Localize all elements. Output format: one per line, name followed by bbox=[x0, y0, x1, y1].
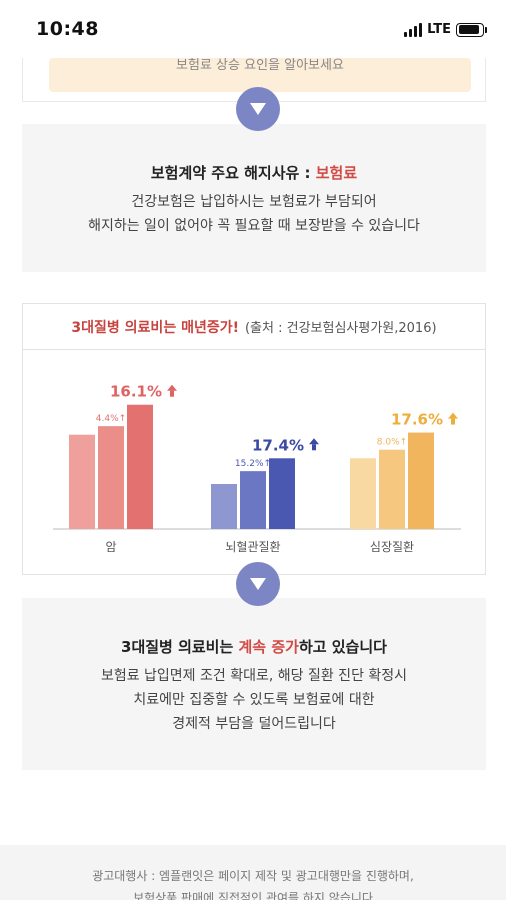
medical-cost-chart-card: 3대질병 의료비는 매년증가! (출처 : 건강보험심사평가원,2016) 4.… bbox=[22, 303, 486, 575]
network-label: LTE bbox=[427, 22, 451, 37]
chart-title: 3대질병 의료비는 매년증가! bbox=[71, 317, 239, 337]
up-arrow-icon bbox=[170, 391, 174, 397]
bar-chart: 4.4%↑ 16.1% 암 15.2%↑ 17.4% 뇌혈관질환 8.0%↑ 17.6% 심장질… bbox=[23, 350, 485, 574]
signal-icon bbox=[404, 23, 422, 37]
big-data-label: 17.6% bbox=[391, 411, 443, 429]
chart-bar bbox=[408, 433, 434, 529]
body-line: 건강보험은 납입하시는 보험료가 부담되어 bbox=[22, 190, 486, 214]
chart-bar bbox=[98, 426, 124, 529]
premium-waiver-body: 보험료 납입면제 조건 확대로, 해당 질환 진단 확정시 치료에만 집중할 수… bbox=[22, 664, 486, 736]
up-arrow-icon bbox=[448, 413, 458, 419]
title-prefix: 3대질병 의료비는 bbox=[121, 638, 238, 656]
body-line: 경제적 부담을 덜어드립니다 bbox=[22, 712, 486, 736]
body-line: 치료에만 집중할 수 있도록 보험료에 대한 bbox=[22, 688, 486, 712]
chart-bar bbox=[211, 484, 237, 529]
status-bar: 10:48 LTE bbox=[0, 0, 506, 58]
chart-bar bbox=[240, 471, 266, 529]
footer-line: 보험상품 판매에 직접적인 관여를 하지 않습니다 bbox=[0, 887, 506, 900]
title-highlight: 계속 증가 bbox=[239, 638, 299, 656]
chart-bar bbox=[127, 405, 153, 529]
small-data-label: 8.0%↑ bbox=[377, 438, 407, 448]
chart-bar bbox=[379, 450, 405, 529]
body-line: 보험료 납입면제 조건 확대로, 해당 질환 진단 확정시 bbox=[22, 664, 486, 688]
title-highlight: 보험료 bbox=[316, 164, 357, 182]
big-data-label: 17.4% bbox=[252, 436, 304, 454]
chart-bar bbox=[350, 458, 376, 529]
premium-waiver-title: 3대질병 의료비는 계속 증가하고 있습니다 bbox=[22, 636, 486, 657]
premium-waiver-section: 3대질병 의료비는 계속 증가하고 있습니다 보험료 납입면제 조건 확대로, … bbox=[22, 598, 486, 770]
footer: 광고대행사 : 엠플랜잇은 페이지 제작 및 광고대행만을 진행하며, 보험상품… bbox=[0, 845, 506, 900]
footer-line: 광고대행사 : 엠플랜잇은 페이지 제작 및 광고대행만을 진행하며, bbox=[0, 865, 506, 887]
top-banner-text: 보험료 상승 요인을 알아보세요 bbox=[49, 58, 471, 73]
down-arrow-icon bbox=[236, 87, 280, 131]
down-arrow-icon bbox=[236, 562, 280, 606]
up-arrow-icon bbox=[451, 419, 455, 425]
up-arrow-icon bbox=[309, 438, 319, 444]
up-arrow-icon bbox=[167, 385, 177, 391]
category-label: 뇌혈관질환 bbox=[225, 540, 280, 554]
chart-source: (출처 : 건강보험심사평가원,2016) bbox=[245, 317, 437, 336]
battery-icon bbox=[456, 23, 484, 37]
chart-header: 3대질병 의료비는 매년증가! (출처 : 건강보험심사평가원,2016) bbox=[23, 304, 485, 350]
status-time: 10:48 bbox=[36, 18, 99, 40]
title-suffix: 하고 있습니다 bbox=[299, 638, 387, 656]
category-label: 심장질환 bbox=[370, 540, 414, 554]
up-arrow-icon bbox=[312, 444, 316, 450]
cancellation-reason-section: 보험계약 주요 해지사유 : 보험료 건강보험은 납입하시는 보험료가 부담되어… bbox=[22, 124, 486, 272]
footer-text: 광고대행사 : 엠플랜잇은 페이지 제작 및 광고대행만을 진행하며, 보험상품… bbox=[0, 865, 506, 900]
body-line: 해지하는 일이 없어야 꼭 필요할 때 보장받을 수 있습니다 bbox=[22, 214, 486, 238]
small-data-label: 15.2%↑ bbox=[235, 459, 271, 469]
chart-bar bbox=[69, 435, 95, 529]
category-label: 암 bbox=[105, 540, 116, 554]
status-icons: LTE bbox=[404, 22, 484, 37]
big-data-label: 16.1% bbox=[110, 383, 162, 401]
cancellation-reason-title: 보험계약 주요 해지사유 : 보험료 bbox=[22, 162, 486, 183]
small-data-label: 4.4%↑ bbox=[96, 414, 126, 424]
title-prefix: 보험계약 주요 해지사유 : bbox=[151, 164, 316, 182]
chart-bar bbox=[269, 458, 295, 529]
cancellation-reason-body: 건강보험은 납입하시는 보험료가 부담되어 해지하는 일이 없어야 꼭 필요할 … bbox=[22, 190, 486, 238]
